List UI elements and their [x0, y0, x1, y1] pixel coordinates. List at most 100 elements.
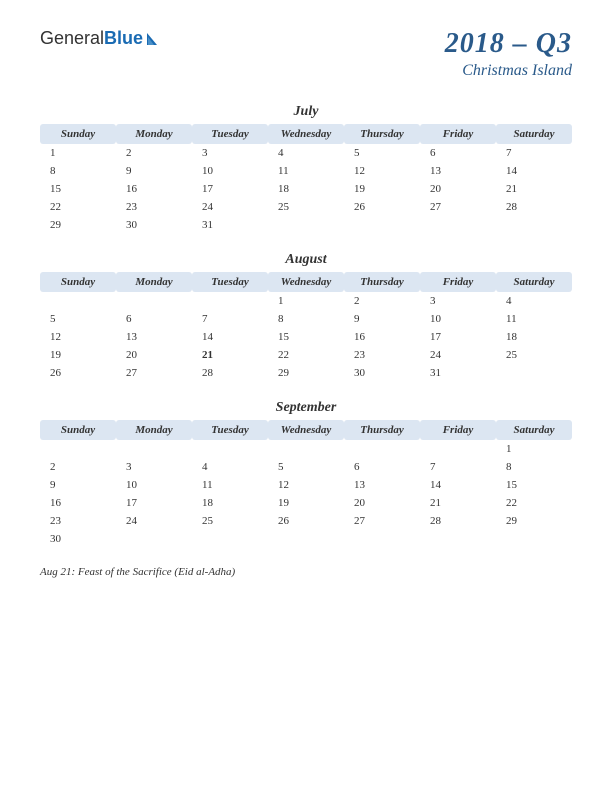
day-cell: 26 [344, 198, 420, 216]
empty-cell [344, 216, 420, 234]
day-cell: 7 [496, 144, 572, 162]
day-cell: 6 [420, 144, 496, 162]
logo-part2: Blue [104, 28, 143, 48]
month-name: September [40, 400, 572, 416]
day-cell: 19 [268, 494, 344, 512]
day-header: Thursday [344, 420, 420, 440]
empty-cell [40, 440, 116, 458]
day-cell: 19 [344, 180, 420, 198]
day-header: Friday [420, 272, 496, 292]
day-header: Thursday [344, 124, 420, 144]
day-cell: 27 [116, 364, 192, 382]
month-block: AugustSundayMondayTuesdayWednesdayThursd… [40, 252, 572, 382]
day-cell: 18 [268, 180, 344, 198]
calendar-table: SundayMondayTuesdayWednesdayThursdayFrid… [40, 420, 572, 548]
header: GeneralBlue 2018 – Q3 Christmas Island [40, 28, 572, 80]
empty-cell [420, 216, 496, 234]
logo: GeneralBlue [40, 28, 161, 49]
empty-cell [420, 440, 496, 458]
day-cell: 22 [268, 346, 344, 364]
day-cell: 8 [40, 162, 116, 180]
day-header: Tuesday [192, 272, 268, 292]
day-cell: 13 [116, 328, 192, 346]
month-block: September SundayMondayTuesdayWednesdayThu… [40, 400, 572, 548]
day-cell: 2 [116, 144, 192, 162]
day-cell: 16 [344, 328, 420, 346]
day-header: Friday [420, 420, 496, 440]
empty-cell [192, 440, 268, 458]
day-cell: 4 [192, 458, 268, 476]
day-cell: 28 [420, 512, 496, 530]
day-cell: 6 [344, 458, 420, 476]
day-cell: 3 [116, 458, 192, 476]
day-cell: 27 [344, 512, 420, 530]
day-cell: 24 [420, 346, 496, 364]
day-cell: 10 [420, 310, 496, 328]
day-cell: 31 [420, 364, 496, 382]
day-cell: 30 [344, 364, 420, 382]
day-cell: 4 [268, 144, 344, 162]
day-cell: 11 [496, 310, 572, 328]
day-cell: 29 [496, 512, 572, 530]
day-cell: 5 [40, 310, 116, 328]
day-header: Tuesday [192, 124, 268, 144]
day-cell: 9 [40, 476, 116, 494]
day-cell: 12 [268, 476, 344, 494]
day-cell: 14 [496, 162, 572, 180]
day-cell: 9 [116, 162, 192, 180]
day-cell: 26 [40, 364, 116, 382]
day-cell: 8 [268, 310, 344, 328]
day-header: Wednesday [268, 124, 344, 144]
logo-part1: General [40, 28, 104, 48]
page-subtitle: Christmas Island [445, 62, 572, 80]
day-cell: 10 [116, 476, 192, 494]
day-cell: 17 [192, 180, 268, 198]
month-block: JulySundayMondayTuesdayWednesdayThursday… [40, 104, 572, 234]
day-cell: 15 [268, 328, 344, 346]
empty-cell [344, 530, 420, 548]
month-name: July [40, 104, 572, 120]
day-cell: 28 [192, 364, 268, 382]
day-cell: 16 [40, 494, 116, 512]
day-cell: 20 [344, 494, 420, 512]
day-cell: 29 [40, 216, 116, 234]
day-cell: 7 [192, 310, 268, 328]
day-cell: 11 [268, 162, 344, 180]
day-cell: 12 [40, 328, 116, 346]
day-cell: 14 [420, 476, 496, 494]
day-header: Tuesday [192, 420, 268, 440]
day-header: Wednesday [268, 420, 344, 440]
empty-cell [40, 292, 116, 310]
day-cell: 11 [192, 476, 268, 494]
day-cell: 23 [40, 512, 116, 530]
day-cell: 18 [496, 328, 572, 346]
day-cell: 25 [496, 346, 572, 364]
day-cell: 16 [116, 180, 192, 198]
empty-cell [268, 530, 344, 548]
day-cell: 23 [116, 198, 192, 216]
day-header: Saturday [496, 272, 572, 292]
day-cell: 24 [192, 198, 268, 216]
day-cell: 22 [40, 198, 116, 216]
day-cell: 1 [268, 292, 344, 310]
day-header: Monday [116, 124, 192, 144]
day-header: Monday [116, 272, 192, 292]
day-cell: 21 [192, 346, 268, 364]
day-header: Saturday [496, 420, 572, 440]
day-cell: 6 [116, 310, 192, 328]
day-cell: 30 [116, 216, 192, 234]
day-cell: 15 [496, 476, 572, 494]
month-name: August [40, 252, 572, 268]
day-cell: 15 [40, 180, 116, 198]
day-cell: 31 [192, 216, 268, 234]
day-header: Wednesday [268, 272, 344, 292]
day-header: Friday [420, 124, 496, 144]
day-cell: 7 [420, 458, 496, 476]
title-block: 2018 – Q3 Christmas Island [445, 28, 572, 80]
empty-cell [192, 292, 268, 310]
day-cell: 20 [116, 346, 192, 364]
day-cell: 24 [116, 512, 192, 530]
day-cell: 19 [40, 346, 116, 364]
calendar-container: July SundayMondayTuesdayWednesdayThursday… [40, 104, 572, 548]
day-cell: 25 [268, 198, 344, 216]
